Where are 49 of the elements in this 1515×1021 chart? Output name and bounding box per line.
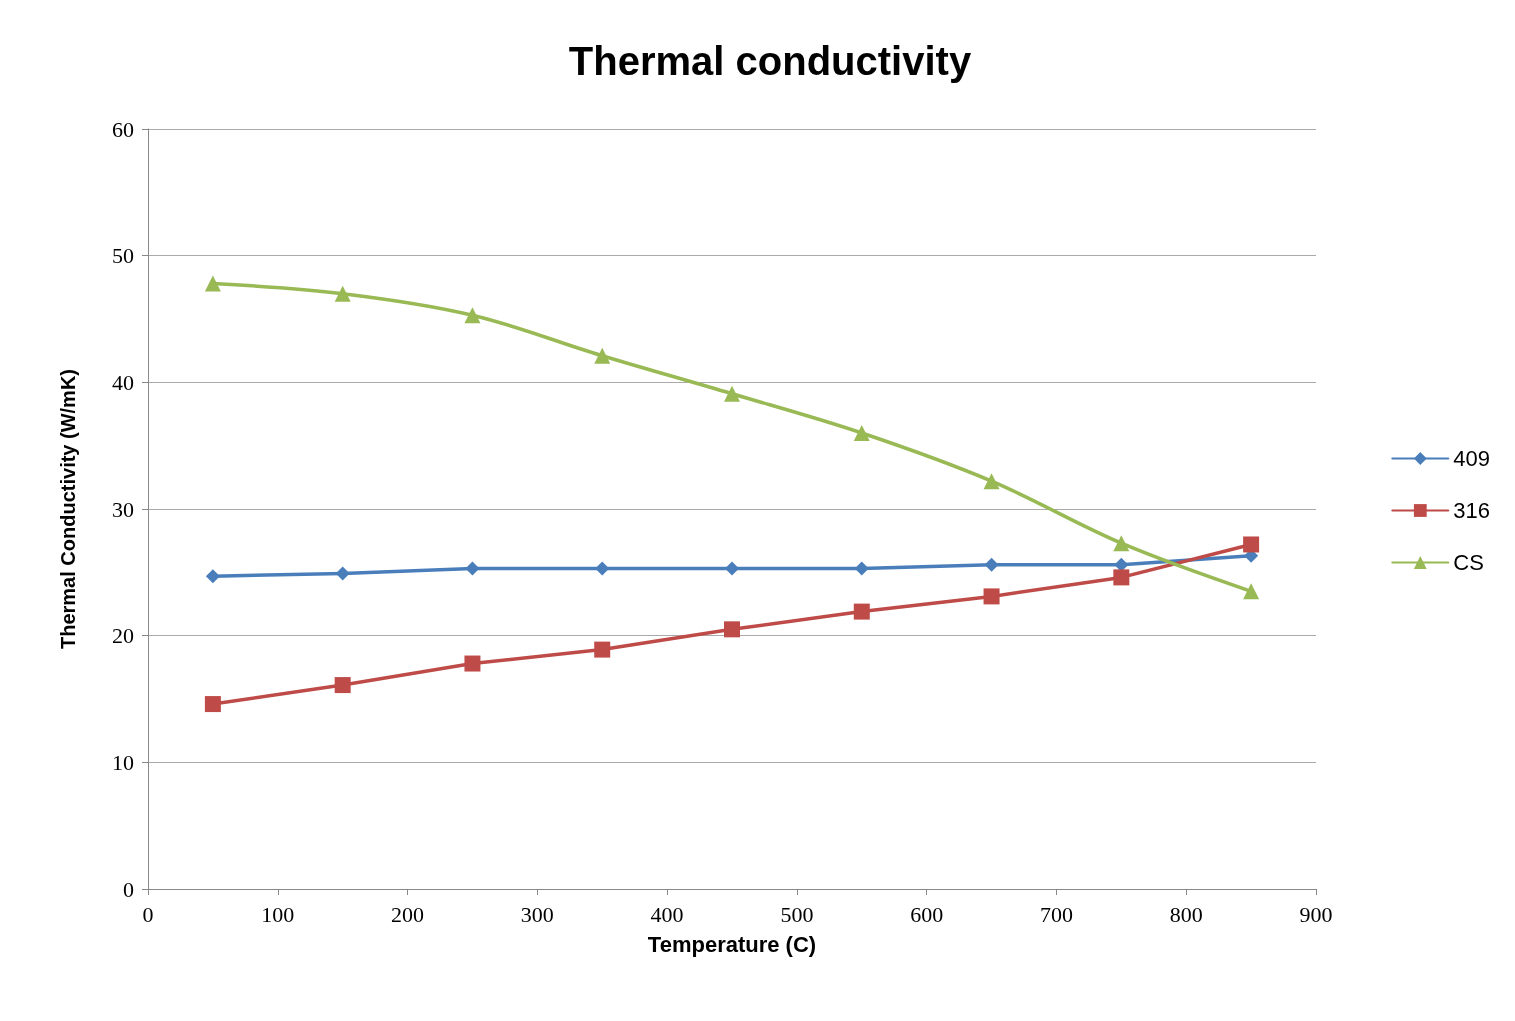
y-tick-label: 30 <box>112 496 134 522</box>
point <box>1113 569 1130 586</box>
x-tick-label: 700 <box>1039 901 1073 927</box>
y-tick-label: 0 <box>123 876 134 902</box>
point <box>334 677 351 694</box>
y-tick-label: 20 <box>112 623 134 649</box>
y-axis-title: Thermal Conductivity (W/mK) <box>57 368 79 650</box>
legend-label: 316 <box>1453 498 1491 523</box>
point <box>205 569 220 584</box>
point <box>983 473 1000 490</box>
point <box>594 641 611 658</box>
legend-label: 409 <box>1453 446 1491 471</box>
y-tick-label: 10 <box>112 749 134 775</box>
x-axis-title: Temperature (C) <box>647 931 817 957</box>
point <box>853 425 870 441</box>
point <box>204 275 221 292</box>
y-tick-label: 50 <box>112 243 134 269</box>
point <box>204 696 221 713</box>
point <box>464 307 481 324</box>
x-tick-label: 300 <box>520 901 554 927</box>
point <box>464 655 481 672</box>
point <box>854 561 869 576</box>
point <box>594 347 611 364</box>
point <box>984 557 999 572</box>
y-tick-label: 40 <box>112 369 134 395</box>
point <box>335 566 350 581</box>
point <box>465 561 480 576</box>
x-tick-label: 900 <box>1299 901 1333 927</box>
x-tick-label: 500 <box>780 901 814 927</box>
point <box>1114 557 1129 572</box>
point <box>595 561 610 576</box>
chart-title: Thermal conductivity <box>568 39 972 83</box>
point <box>1243 583 1260 600</box>
x-tick-label: 200 <box>391 901 425 927</box>
point <box>724 621 740 638</box>
x-tick-label: 0 <box>142 901 154 927</box>
x-tick-label: 600 <box>910 901 944 927</box>
point <box>983 588 1000 605</box>
x-tick-label: 100 <box>261 901 295 927</box>
point <box>724 385 740 402</box>
point <box>1243 536 1260 553</box>
point <box>1113 535 1130 552</box>
x-tick-label: 800 <box>1169 901 1203 927</box>
point <box>334 285 351 302</box>
point <box>853 603 870 620</box>
point <box>725 561 739 576</box>
legend-label: CS <box>1453 550 1484 575</box>
y-tick-label: 60 <box>112 116 134 142</box>
x-tick-label: 400 <box>650 901 684 927</box>
